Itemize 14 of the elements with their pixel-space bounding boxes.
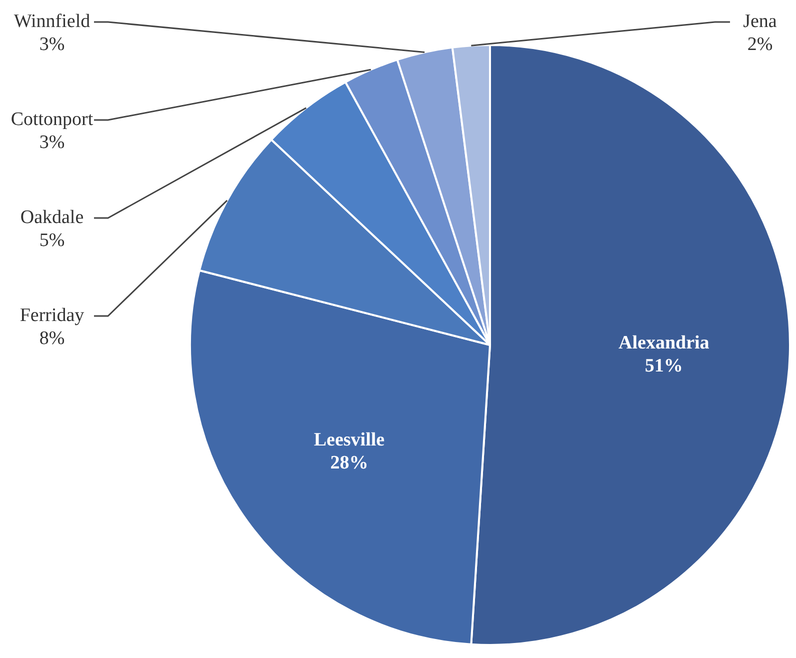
data-label: 2% [747,34,773,55]
slice-label: Oakdale [20,207,84,228]
slice-label: Ferriday [20,305,85,326]
slice-label: Jena [743,11,778,32]
data-label: 8% [39,328,65,349]
data-label: 3% [39,34,65,55]
slice-label: Cottonport [10,109,94,130]
data-label: 51% [644,355,683,376]
slice-label: Alexandria [618,332,710,354]
slice-label: Leesville [314,429,385,450]
data-label: 5% [39,230,65,251]
data-label: 28% [330,452,368,474]
slice-label: Winnfield [14,11,91,32]
data-label: 3% [39,132,65,153]
